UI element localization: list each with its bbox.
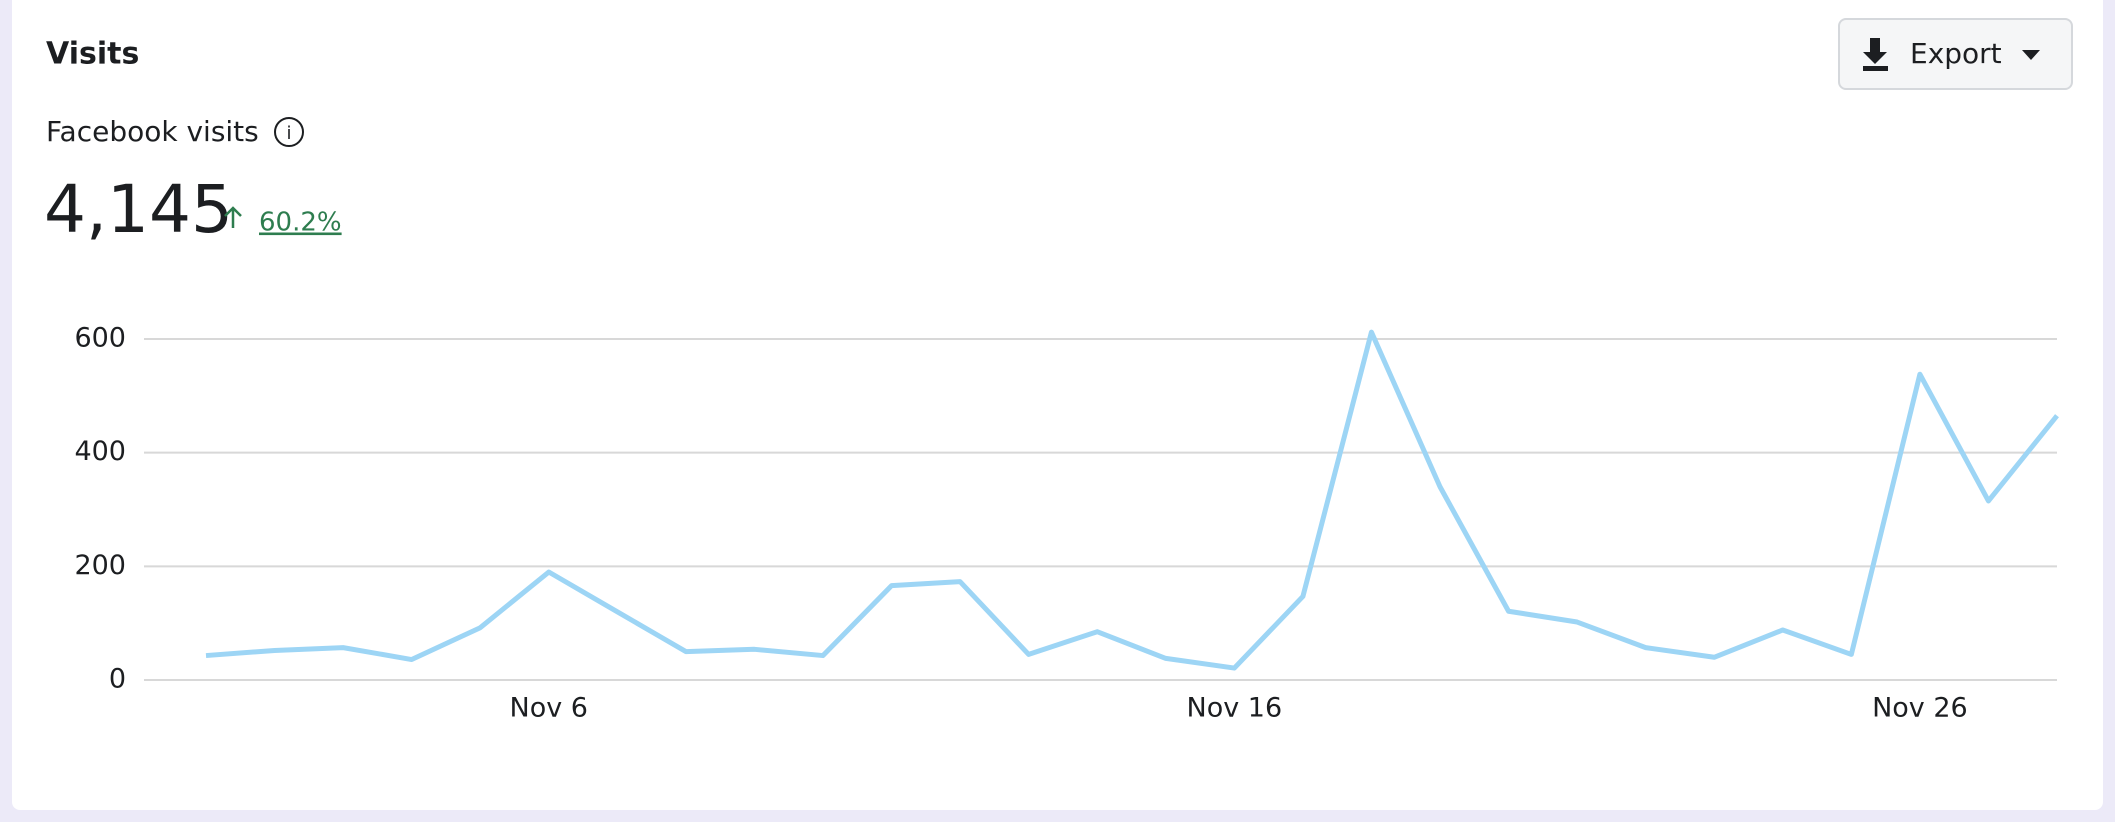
info-icon[interactable] (274, 117, 304, 147)
download-icon (1863, 38, 1888, 71)
metric-value: 4,145 (44, 171, 233, 248)
up-arrow (224, 206, 242, 228)
info-i: i (286, 123, 291, 144)
export-button[interactable]: Export (1838, 18, 2073, 90)
y-tick-label: 600 (74, 323, 126, 354)
metric-label: Facebook visits (46, 115, 259, 148)
x-tick-label: Nov 26 (1872, 693, 1968, 724)
card (12, 0, 2103, 810)
y-tick-label: 200 (74, 550, 126, 581)
series-line (205, 329, 2059, 671)
export-label[interactable]: Export (1910, 37, 2002, 70)
y-tick-label: 0 (109, 664, 126, 695)
card-title: Visits (46, 37, 139, 72)
x-tick-label: Nov 6 (510, 693, 588, 724)
y-tick-label: 400 (74, 436, 126, 467)
dropdown-caret (2022, 50, 2040, 60)
x-tick-label: Nov 16 (1187, 693, 1283, 724)
button-bg[interactable] (1838, 18, 2073, 90)
metric-change[interactable]: 60.2% (259, 208, 342, 238)
